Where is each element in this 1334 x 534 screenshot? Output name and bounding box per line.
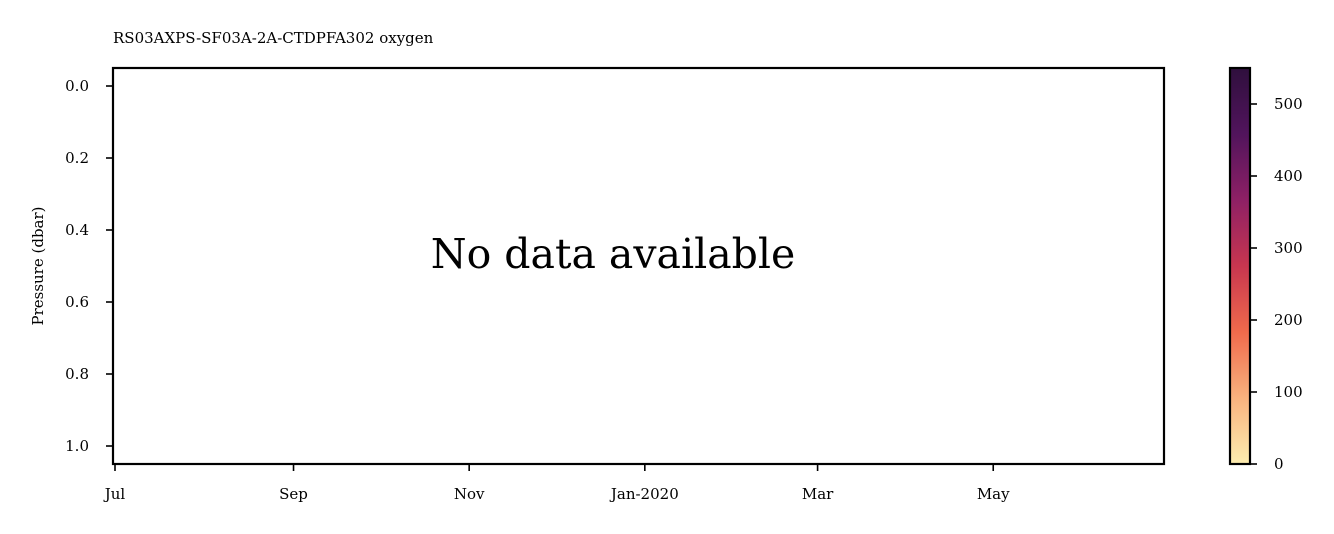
x-tick-label: May (977, 485, 1010, 503)
plot-area (111, 66, 1166, 466)
colorbar-gradient (1228, 66, 1252, 466)
y-axis: 0.0 0.2 0.4 0.6 0.8 1.0 (65, 77, 113, 455)
colorbar-tick-label: 200 (1274, 311, 1303, 329)
x-tick-label: Nov (454, 485, 485, 503)
colorbar-tick-label: 100 (1274, 383, 1303, 401)
y-tick-label: 1.0 (65, 437, 89, 455)
colorbar-tick-label: 400 (1274, 167, 1303, 185)
x-tick-label: Jul (103, 485, 126, 503)
colorbar-tick-label: 0 (1274, 455, 1284, 473)
chart-title: RS03AXPS-SF03A-2A-CTDPFA302 oxygen (113, 29, 434, 47)
y-tick-label: 0.4 (65, 221, 89, 239)
x-tick-label: Jan-2020 (609, 485, 679, 503)
no-data-message: No data available (431, 230, 796, 278)
colorbar-tick-label: 300 (1274, 239, 1303, 257)
y-tick-label: 0.0 (65, 77, 89, 95)
colorbar-tick-label: 500 (1274, 95, 1303, 113)
y-tick-label: 0.8 (65, 365, 89, 383)
y-tick-label: 0.2 (65, 149, 89, 167)
x-tick-label: Mar (802, 485, 834, 503)
x-tick-label: Sep (279, 485, 308, 503)
colorbar: 0 100 200 300 400 500 (1228, 66, 1303, 473)
y-tick-label: 0.6 (65, 293, 89, 311)
x-axis: Jul Sep Nov Jan-2020 Mar May (103, 464, 1010, 503)
y-axis-label: Pressure (dbar) (29, 206, 47, 325)
